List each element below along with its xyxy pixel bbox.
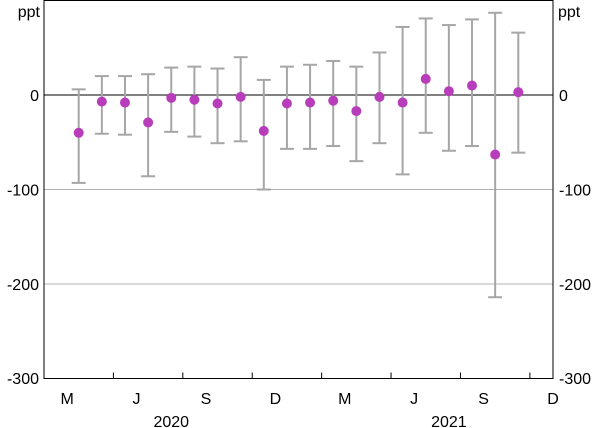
y-tick-label-left: -100 (7, 183, 39, 200)
x-month-label: S (201, 391, 212, 408)
x-axis-labels: M J S D M J S D 2020 2021 (60, 391, 558, 428)
x-month-label: J (133, 391, 141, 408)
x-month-label: J (410, 391, 418, 408)
x-month-label: S (478, 391, 489, 408)
x-month-label: D (270, 391, 282, 408)
y-tick-label-right: 0 (559, 88, 568, 105)
y-tick-label-right: -300 (559, 371, 591, 388)
data-point (166, 92, 177, 103)
plot-frame (43, 0, 554, 379)
data-point (281, 98, 292, 109)
x-month-label: D (547, 391, 559, 408)
data-point (258, 125, 269, 136)
data-point (73, 127, 84, 138)
x-month-label: M (60, 391, 73, 408)
data-point (467, 80, 478, 91)
data-point (189, 94, 200, 105)
x-axis-ticks (43, 372, 531, 379)
data-point (513, 87, 524, 98)
data-point (443, 86, 454, 97)
error-bars (71, 11, 526, 299)
data-point (374, 91, 385, 102)
y-tick-label-left: 0 (30, 88, 39, 105)
y-axis-labels: -300 -300 -200 -200 -100 -100 0 0 (7, 88, 591, 388)
x-month-label: M (338, 391, 351, 408)
y-tick-label-left: -200 (7, 277, 39, 294)
y-tick-label-left: -300 (7, 371, 39, 388)
data-point (328, 95, 339, 106)
gridlines (44, 189, 553, 285)
x-year-label: 2021 (431, 414, 467, 428)
data-point (397, 97, 408, 108)
data-point (351, 106, 362, 117)
y-tick-label-right: -200 (559, 277, 591, 294)
right-unit-label: ppt (558, 4, 581, 21)
data-points (73, 73, 524, 160)
data-point (235, 91, 246, 102)
data-point (305, 97, 316, 108)
y-tick-label-right: -100 (559, 183, 591, 200)
data-point (420, 73, 431, 84)
data-point (212, 98, 223, 109)
data-point (143, 117, 154, 128)
data-point (490, 149, 501, 160)
x-year-label: 2020 (153, 414, 189, 428)
data-point (119, 97, 130, 108)
left-unit-label: ppt (18, 4, 41, 21)
data-point (96, 96, 107, 107)
